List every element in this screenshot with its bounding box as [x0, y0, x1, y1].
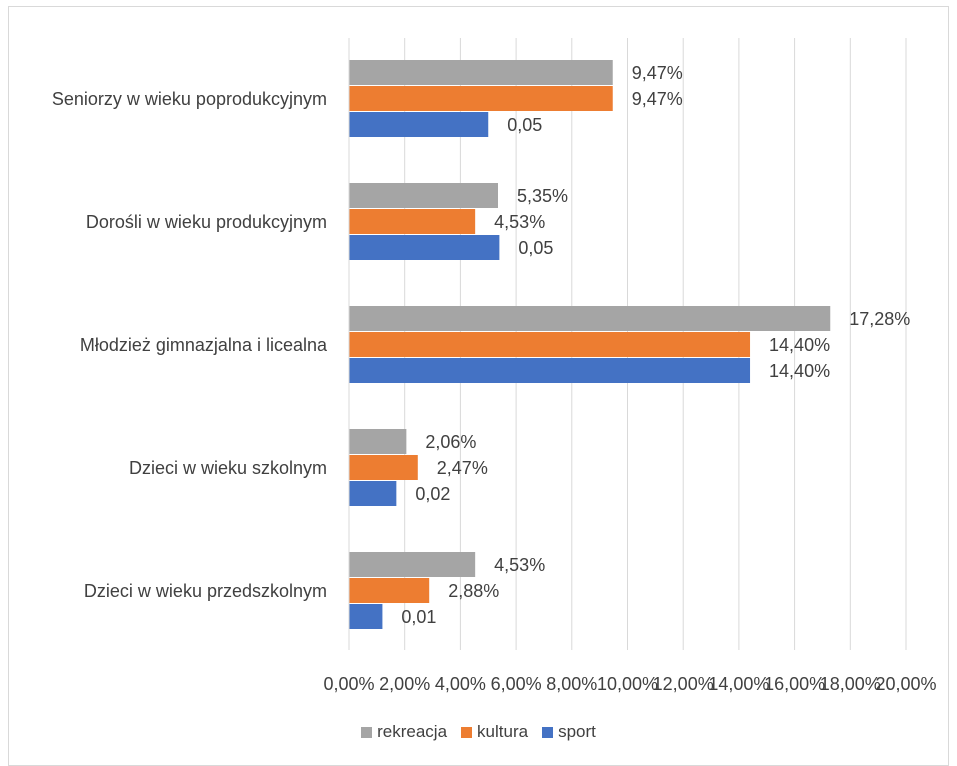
- data-label: 4,53%: [494, 212, 545, 232]
- x-tick-label: 4,00%: [435, 674, 486, 694]
- bar-kultura: [349, 209, 476, 234]
- data-label: 0,01: [401, 607, 436, 627]
- bar-rekreacja: [349, 60, 613, 85]
- data-label: 4,53%: [494, 555, 545, 575]
- x-tick-label: 6,00%: [491, 674, 542, 694]
- legend-swatch: [542, 726, 554, 738]
- bar-sport: [349, 481, 397, 506]
- legend-item-kultura: kultura: [461, 722, 528, 742]
- x-tick-label: 16,00%: [764, 674, 825, 694]
- category-label: Dzieci w wieku szkolnym: [129, 458, 327, 478]
- x-tick-label: 18,00%: [820, 674, 881, 694]
- data-label: 5,35%: [517, 186, 568, 206]
- x-tick-label: 10,00%: [597, 674, 658, 694]
- legend-label: rekreacja: [377, 722, 448, 741]
- legend-swatch: [361, 726, 373, 738]
- data-label: 17,28%: [849, 309, 910, 329]
- data-label: 0,05: [507, 115, 542, 135]
- bar-rekreacja: [349, 306, 831, 331]
- data-label: 9,47%: [632, 89, 683, 109]
- bar-rekreacja: [349, 552, 476, 577]
- data-label: 2,06%: [425, 432, 476, 452]
- x-tick-label: 14,00%: [708, 674, 769, 694]
- category-label: Dorośli w wieku produkcyjnym: [86, 212, 327, 232]
- bar-rekreacja: [349, 183, 498, 208]
- legend-label: kultura: [477, 722, 529, 741]
- data-label: 9,47%: [632, 63, 683, 83]
- data-label: 14,40%: [769, 361, 830, 381]
- bar-rekreacja: [349, 429, 407, 454]
- x-tick-label: 20,00%: [875, 674, 936, 694]
- bar-kultura: [349, 455, 418, 480]
- legend-item-sport: sport: [542, 722, 596, 742]
- category-label: Dzieci w wieku przedszkolnym: [84, 581, 327, 601]
- bar-sport: [349, 358, 751, 383]
- legend-item-rekreacja: rekreacja: [361, 722, 447, 742]
- data-label: 14,40%: [769, 335, 830, 355]
- legend: rekreacja kultura sport: [0, 720, 957, 744]
- bar-kultura: [349, 578, 430, 603]
- bar-sport: [349, 112, 489, 137]
- data-label: 0,05: [518, 238, 553, 258]
- data-label: 0,02: [415, 484, 450, 504]
- x-tick-label: 0,00%: [323, 674, 374, 694]
- bar-sport: [349, 604, 383, 629]
- legend-swatch: [461, 726, 473, 738]
- data-label: 2,47%: [437, 458, 488, 478]
- x-tick-label: 2,00%: [379, 674, 430, 694]
- category-label: Młodzież gimnazjalna i licealna: [80, 335, 328, 355]
- bar-chart: Seniorzy w wieku poprodukcyjnym 9,47% 9,47…: [52, 38, 937, 694]
- bar-kultura: [349, 86, 613, 111]
- category-label: Seniorzy w wieku poprodukcyjnym: [52, 89, 327, 109]
- bar-sport: [349, 235, 500, 260]
- bar-kultura: [349, 332, 751, 357]
- x-tick-label: 12,00%: [653, 674, 714, 694]
- data-label: 2,88%: [448, 581, 499, 601]
- legend-label: sport: [558, 722, 596, 741]
- x-tick-label: 8,00%: [546, 674, 597, 694]
